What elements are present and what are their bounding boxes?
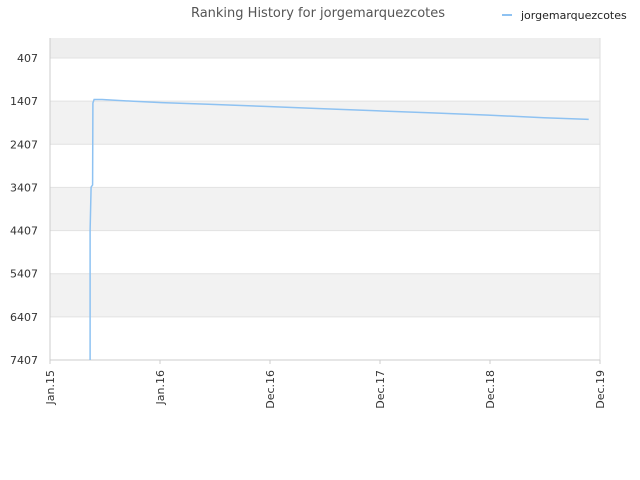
grid-lines: [49, 38, 601, 361]
y-tick-label: 1407: [10, 95, 38, 108]
x-tick-label: Jan.16: [154, 370, 167, 405]
plot-band: [50, 58, 600, 102]
series-line: [89, 98, 589, 360]
plot-band-top: [50, 38, 600, 58]
plot-band: [50, 273, 600, 317]
x-axis-ticks: Jan.15 Jan.16 Dec.16 Dec.17 Dec.18 Dec.19: [44, 360, 607, 409]
x-tick-label: Jan.15: [44, 370, 57, 405]
legend[interactable]: jorgemarquezcotes: [502, 9, 627, 22]
x-tick-label: Dec.18: [484, 370, 497, 409]
x-tick-label: Dec.16: [264, 370, 277, 409]
plot-band: [50, 230, 600, 274]
y-tick-label: 3407: [10, 181, 38, 194]
y-tick-label: 7407: [10, 354, 38, 367]
plot-band: [50, 101, 600, 145]
x-tick-label: Dec.17: [374, 370, 387, 409]
y-tick-label: 4407: [10, 225, 38, 238]
y-tick-label: 6407: [10, 311, 38, 324]
plot-band: [50, 187, 600, 231]
x-tick-label: Dec.19: [594, 370, 607, 409]
y-tick-label: 2407: [10, 138, 38, 151]
y-tick-label: 5407: [10, 268, 38, 281]
legend-label: jorgemarquezcotes: [520, 9, 627, 22]
y-tick-label: 407: [17, 52, 38, 65]
plot-band: [50, 316, 600, 360]
chart-title: Ranking History for jorgemarquezcotes: [191, 6, 445, 21]
plot-band: [50, 144, 600, 188]
series-layer: [89, 98, 589, 360]
y-axis-ticks: 407 1407 2407 3407 4407 5407 6407 7407: [10, 52, 38, 367]
plot-background-bands: [50, 38, 600, 360]
